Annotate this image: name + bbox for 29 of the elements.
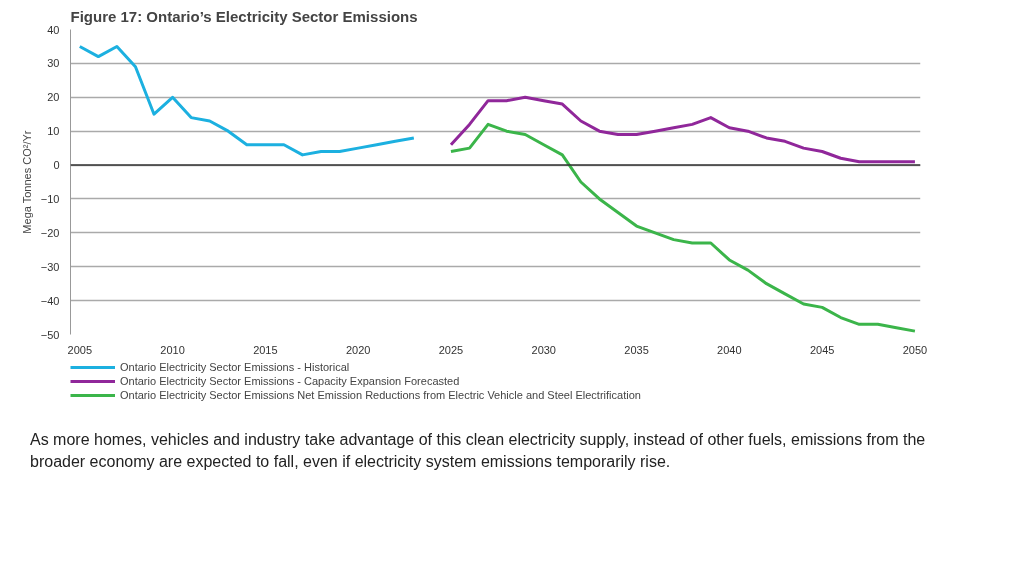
legend-label: Ontario Electricity Sector Emissions - Historical	[120, 361, 350, 373]
x-tick-label: 2035	[624, 343, 649, 356]
x-tick-label: 2010	[160, 343, 185, 356]
x-tick-label: 2025	[438, 343, 464, 356]
x-tick-label: 2015	[253, 343, 278, 356]
y-tick-label: 0	[53, 159, 60, 172]
x-tick-label: 2050	[902, 343, 928, 356]
x-tick-label: 2020	[345, 343, 371, 356]
y-axis-title: Mega Tonnes CO²/Yr	[20, 130, 33, 234]
y-tick-label: −40	[40, 294, 60, 307]
y-tick-label: 30	[47, 57, 60, 70]
y-tick-label: −20	[40, 226, 60, 239]
x-tick-label: 2005	[67, 343, 93, 356]
y-tick-label: −10	[40, 192, 60, 205]
y-tick-label: −50	[40, 328, 60, 341]
y-tick-label: −30	[40, 260, 60, 273]
legend-label: Ontario Electricity Sector Emissions - Capacity Expansion Forecasted	[120, 375, 460, 387]
x-tick-label: 2045	[809, 343, 835, 356]
x-tick-label: 2040	[717, 343, 742, 356]
x-tick-label: 2030	[531, 343, 556, 356]
line-series	[78, 44, 416, 157]
line-series	[449, 122, 917, 333]
legend-label: Ontario Electricity Sector Emissions Net Emission Reductions from Electric Vehicle and Steel Electrification	[120, 389, 641, 401]
line-series	[449, 95, 917, 164]
y-tick-label: 20	[47, 91, 60, 104]
chart-title: Figure 17: Ontario’s Electricity Sector Emissions	[70, 7, 418, 25]
y-tick-label: 10	[47, 125, 60, 138]
y-tick-label: 40	[47, 23, 60, 36]
text: As more homes, vehicles and industry take advantage of this clean electricity supply, instead of other fuels, emissions from the broader economy are expected to fall, even if electricity system emissions temporarily rise.	[30, 430, 927, 473]
